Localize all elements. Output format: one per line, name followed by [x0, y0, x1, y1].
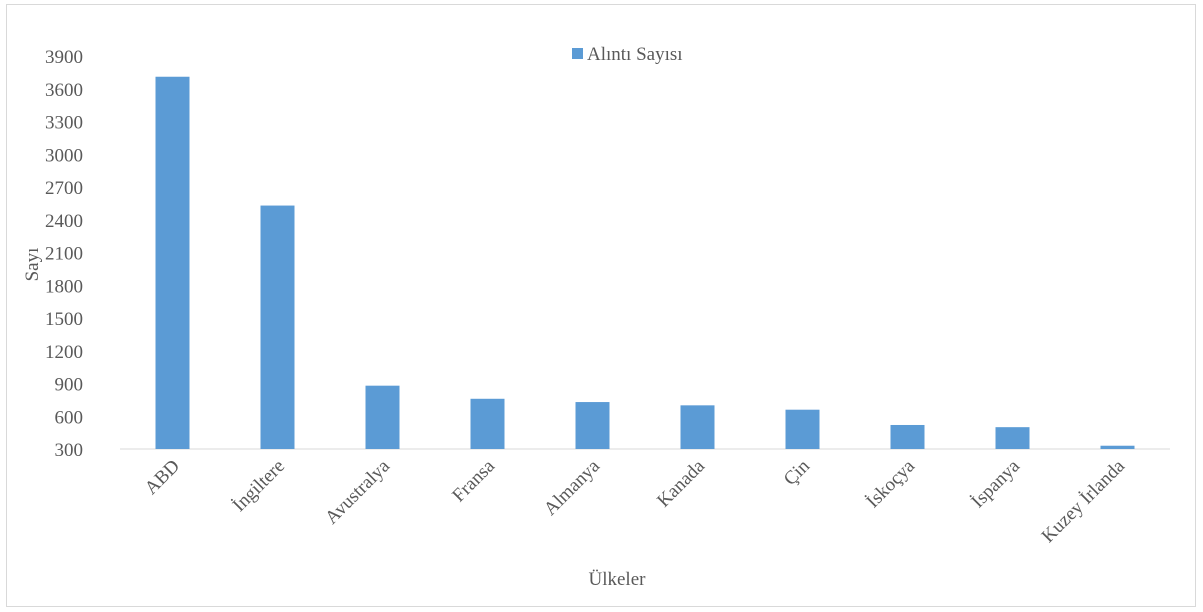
y-tick-label: 1800 — [45, 276, 83, 297]
y-tick-label: 3000 — [45, 145, 83, 166]
legend-label: Alıntı Sayısı — [587, 44, 683, 65]
bar — [890, 424, 925, 449]
bar — [1100, 445, 1135, 449]
x-tick-label: Çin — [780, 455, 815, 490]
y-tick-label: 300 — [55, 440, 84, 461]
y-tick-label: 1200 — [45, 342, 83, 363]
y-tick-label: 2700 — [45, 178, 83, 199]
y-tick-label: 3900 — [45, 47, 83, 68]
x-tick-label: Almanya — [540, 455, 604, 519]
legend: Alıntı Sayısı — [572, 44, 683, 65]
chart-area — [6, 4, 1196, 607]
bar — [260, 205, 295, 449]
legend-swatch — [572, 48, 583, 59]
bar — [365, 385, 400, 449]
bar — [155, 76, 190, 449]
y-tick-label: 1500 — [45, 309, 83, 330]
x-tick-label: İskoçya — [862, 455, 919, 512]
x-axis-ticks: ABD İngiltere Avustralya Fransa Almanya Kanad… — [141, 455, 1130, 547]
bars — [155, 76, 1135, 449]
y-tick-label: 3600 — [45, 80, 83, 101]
y-tick-label: 600 — [55, 407, 84, 428]
x-tick-label: Kuzey İrlanda — [1038, 455, 1130, 547]
bar — [995, 427, 1030, 449]
x-tick-label: ABD — [141, 456, 184, 499]
y-tick-label: 900 — [55, 375, 84, 396]
x-tick-label: Fransa — [448, 455, 499, 506]
bar — [470, 398, 505, 449]
y-tick-label: 2400 — [45, 211, 83, 232]
y-axis-title: Sayı — [22, 248, 43, 282]
y-axis-ticks: 300 600 900 1200 1500 1800 2100 2400 2700 3000 330… — [45, 47, 83, 461]
bar — [575, 402, 610, 449]
bar — [785, 409, 820, 449]
x-tick-label: Kanada — [653, 455, 709, 511]
x-tick-label: İngiltere — [229, 456, 289, 516]
x-tick-label: İspanya — [967, 455, 1024, 512]
x-tick-label: Avustralya — [321, 455, 394, 528]
bar — [680, 405, 715, 449]
x-axis-title: Ülkeler — [589, 569, 647, 590]
y-tick-label: 3300 — [45, 113, 83, 134]
y-tick-label: 2100 — [45, 244, 83, 265]
